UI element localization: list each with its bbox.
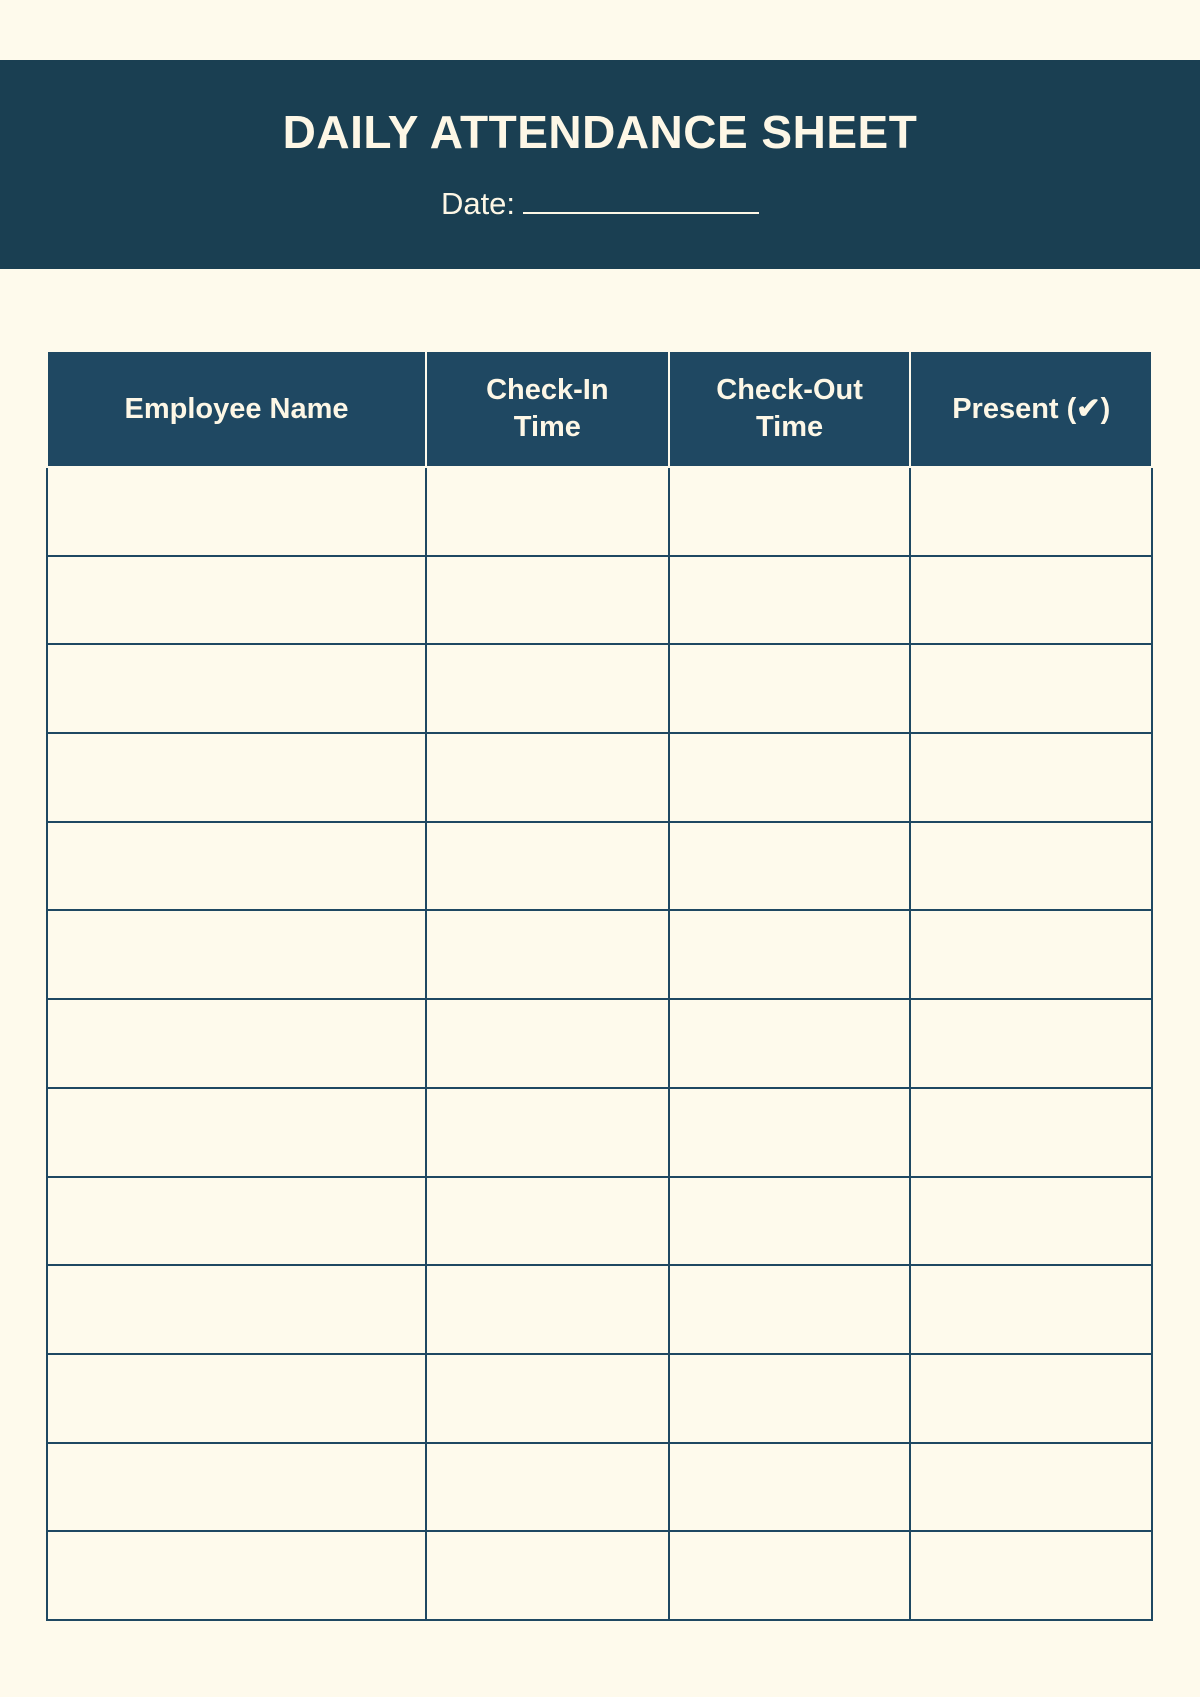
check-out-cell[interactable] (667, 1086, 912, 1178)
check-in-cell[interactable] (425, 820, 670, 912)
present-cell[interactable] (909, 554, 1153, 646)
check-out-cell[interactable] (667, 998, 912, 1089)
check-in-cell[interactable] (425, 1352, 670, 1444)
check-in-cell[interactable] (425, 732, 670, 823)
table-row (45, 1086, 1153, 1178)
employee-name-cell[interactable] (45, 466, 428, 557)
employee-name-cell[interactable] (45, 1264, 428, 1355)
table-row (45, 643, 1153, 735)
table-row (45, 1441, 1153, 1533)
employee-name-cell[interactable] (45, 1352, 428, 1444)
check-out-label: Check-Out Time (716, 374, 863, 443)
check-in-cell[interactable] (425, 1530, 670, 1621)
table-row (45, 1352, 1153, 1444)
check-out-cell[interactable] (667, 1352, 912, 1444)
table-header-row: Employee Name Check-In Time Check-Out Ti… (45, 350, 1153, 468)
check-in-label: Check-In Time (486, 374, 609, 443)
employee-name-cell[interactable] (45, 554, 428, 646)
check-out-cell[interactable] (667, 732, 912, 823)
check-in-cell[interactable] (425, 554, 670, 646)
check-out-cell[interactable] (667, 1175, 912, 1267)
check-out-cell[interactable] (667, 643, 912, 735)
present-cell[interactable] (909, 820, 1153, 912)
check-out-cell[interactable] (667, 1530, 912, 1621)
employee-name-cell[interactable] (45, 1175, 428, 1267)
present-cell[interactable] (909, 466, 1153, 557)
check-out-cell[interactable] (667, 820, 912, 912)
table-row (45, 909, 1153, 1001)
column-header-employee-name: Employee Name (45, 350, 428, 468)
table-row (45, 732, 1153, 823)
check-out-cell[interactable] (667, 554, 912, 646)
employee-name-cell[interactable] (45, 1086, 428, 1178)
present-cell[interactable] (909, 1530, 1153, 1621)
employee-name-cell[interactable] (45, 909, 428, 1001)
column-header-check-in: Check-In Time (425, 350, 670, 468)
date-label: Date: (440, 186, 516, 221)
employee-name-cell[interactable] (45, 732, 428, 823)
present-cell[interactable] (909, 909, 1153, 1001)
check-in-cell[interactable] (425, 466, 670, 557)
column-header-check-out: Check-Out Time (667, 350, 912, 468)
employee-name-cell[interactable] (45, 820, 428, 912)
column-header-present: Present (✔) (909, 350, 1153, 468)
present-cell[interactable] (909, 1175, 1153, 1267)
table-row (45, 1530, 1153, 1621)
check-out-cell[interactable] (667, 466, 912, 557)
employee-name-cell[interactable] (45, 643, 428, 735)
present-cell[interactable] (909, 1441, 1153, 1533)
employee-name-cell[interactable] (45, 998, 428, 1089)
date-field: Date: (0, 186, 1200, 222)
table-row (45, 998, 1153, 1089)
check-out-cell[interactable] (667, 909, 912, 1001)
date-blank-line[interactable] (523, 212, 760, 214)
present-cell[interactable] (909, 1352, 1153, 1444)
check-in-cell[interactable] (425, 1175, 670, 1267)
check-in-cell[interactable] (425, 1441, 670, 1533)
check-out-cell[interactable] (667, 1264, 912, 1355)
employee-name-cell[interactable] (45, 1441, 428, 1533)
check-out-cell[interactable] (667, 1441, 912, 1533)
check-in-cell[interactable] (425, 1086, 670, 1178)
page-title: DAILY ATTENDANCE SHEET (282, 106, 918, 158)
table-row (45, 466, 1153, 557)
check-in-cell[interactable] (425, 998, 670, 1089)
present-cell[interactable] (909, 643, 1153, 735)
table-row (45, 1264, 1153, 1355)
present-cell[interactable] (909, 732, 1153, 823)
present-cell[interactable] (909, 998, 1153, 1089)
present-cell[interactable] (909, 1264, 1153, 1355)
check-in-cell[interactable] (425, 643, 670, 735)
attendance-table: Employee Name Check-In Time Check-Out Ti… (45, 350, 1153, 1621)
table-row (45, 820, 1153, 912)
present-cell[interactable] (909, 1086, 1153, 1178)
table-row (45, 1175, 1153, 1267)
header-banner (0, 60, 1200, 269)
check-in-cell[interactable] (425, 1264, 670, 1355)
table-row (45, 554, 1153, 646)
check-in-cell[interactable] (425, 909, 670, 1001)
employee-name-cell[interactable] (45, 1530, 428, 1621)
